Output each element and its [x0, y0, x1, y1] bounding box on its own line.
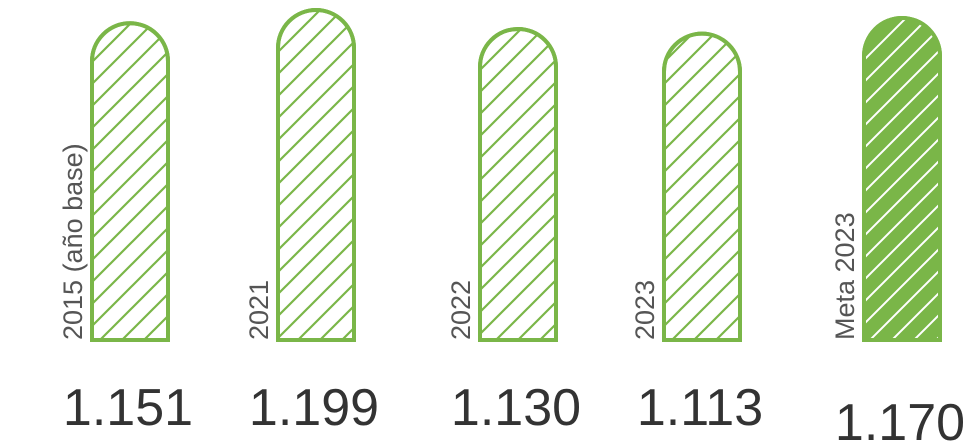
value-label: 1.170	[835, 394, 965, 445]
category-label: 2015 (año base)	[58, 143, 88, 340]
value-label: 1.113	[637, 379, 763, 437]
category-label: 2023	[630, 280, 660, 340]
bar-hatch	[480, 28, 556, 340]
bar-hatch	[278, 10, 354, 340]
bar-hatch	[864, 17, 940, 340]
value-label: 1.151	[63, 379, 193, 437]
bar-outline	[862, 15, 942, 342]
bar-hatch	[664, 33, 740, 340]
bar-outline	[276, 8, 356, 342]
bar-hatch	[92, 23, 168, 341]
bar-outline	[662, 31, 742, 342]
bars: 2015 (año base) 1.151 2021 1.199 2022 1.130 20…	[58, 8, 965, 445]
category-label: 2022	[446, 280, 476, 340]
category-label: 2021	[244, 280, 274, 340]
value-label: 1.199	[249, 379, 379, 437]
value-label: 1.130	[451, 379, 581, 437]
bar-outline	[478, 26, 558, 342]
category-label: Meta 2023	[830, 212, 860, 340]
bar-outline	[90, 21, 170, 342]
